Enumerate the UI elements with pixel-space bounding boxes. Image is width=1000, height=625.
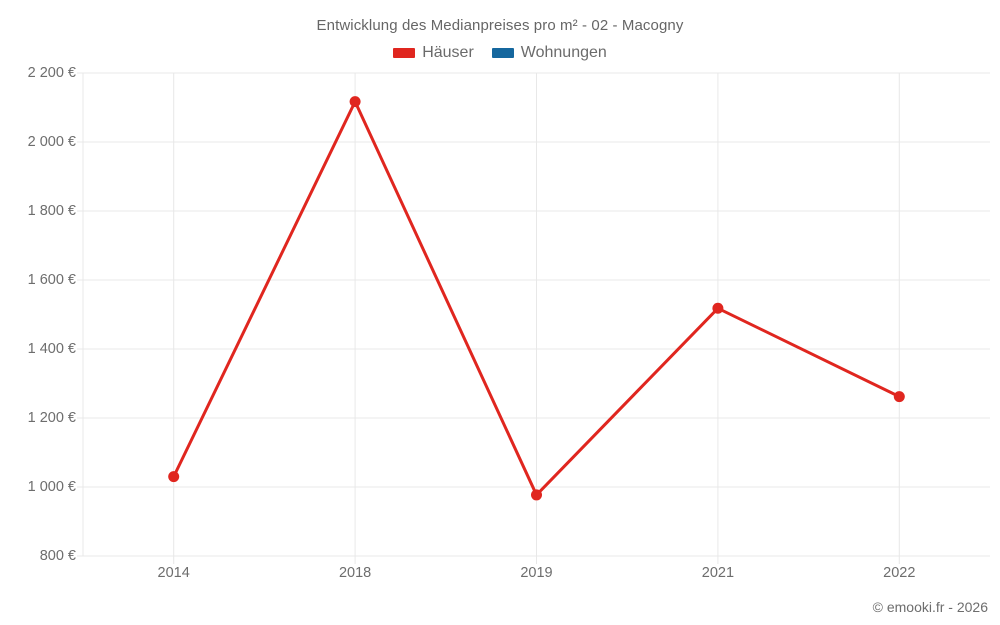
chart-legend: Häuser Wohnungen — [0, 44, 1000, 62]
data-point-marker[interactable] — [349, 96, 361, 108]
legend-swatch-icon-wohnungen — [491, 48, 514, 58]
data-point-marker[interactable] — [531, 489, 542, 501]
x-axis-tick-label: 2022 — [883, 565, 916, 581]
y-axis-tick-label: 1 800 € — [27, 203, 76, 219]
legend-item-wohnungen[interactable]: Wohnungen — [491, 44, 607, 62]
y-axis-tick-labels: 800 € 1 000 € 1 200 € 1 400 € 1 600 € 1 800 €… — [0, 0, 76, 625]
legend-item-hauser[interactable]: Häuser — [393, 44, 474, 62]
y-axis-tick-label: 1 600 € — [27, 272, 76, 288]
y-axis-tick-label: 1 000 € — [27, 479, 76, 495]
legend-label-hauser: Häuser — [422, 44, 474, 61]
x-axis-tick-label: 2018 — [338, 565, 372, 581]
data-point-marker[interactable] — [168, 471, 180, 483]
chart-title: Entwicklung des Medianpreises pro m² - 0… — [316, 17, 684, 34]
footer-credit: © emooki.fr - 2026 — [872, 599, 988, 615]
legend-label-wohnungen: Wohnungen — [520, 44, 607, 61]
y-axis-tick-label: 800 € — [39, 548, 76, 564]
data-point-marker[interactable] — [893, 391, 905, 403]
y-axis-tick-label: 1 200 € — [27, 410, 76, 426]
legend-swatch-icon-hauser — [393, 48, 416, 58]
x-axis-tick-label: 2014 — [157, 565, 190, 581]
y-axis-tick-label: 1 400 € — [27, 341, 76, 357]
y-axis-tick-label: 2 200 € — [27, 65, 76, 81]
x-axis-tick-label: 2021 — [701, 565, 735, 581]
y-axis-tick-label: 2 000 € — [27, 134, 76, 150]
data-point-marker[interactable] — [712, 302, 724, 314]
x-axis-tick-label: 2019 — [520, 565, 553, 581]
